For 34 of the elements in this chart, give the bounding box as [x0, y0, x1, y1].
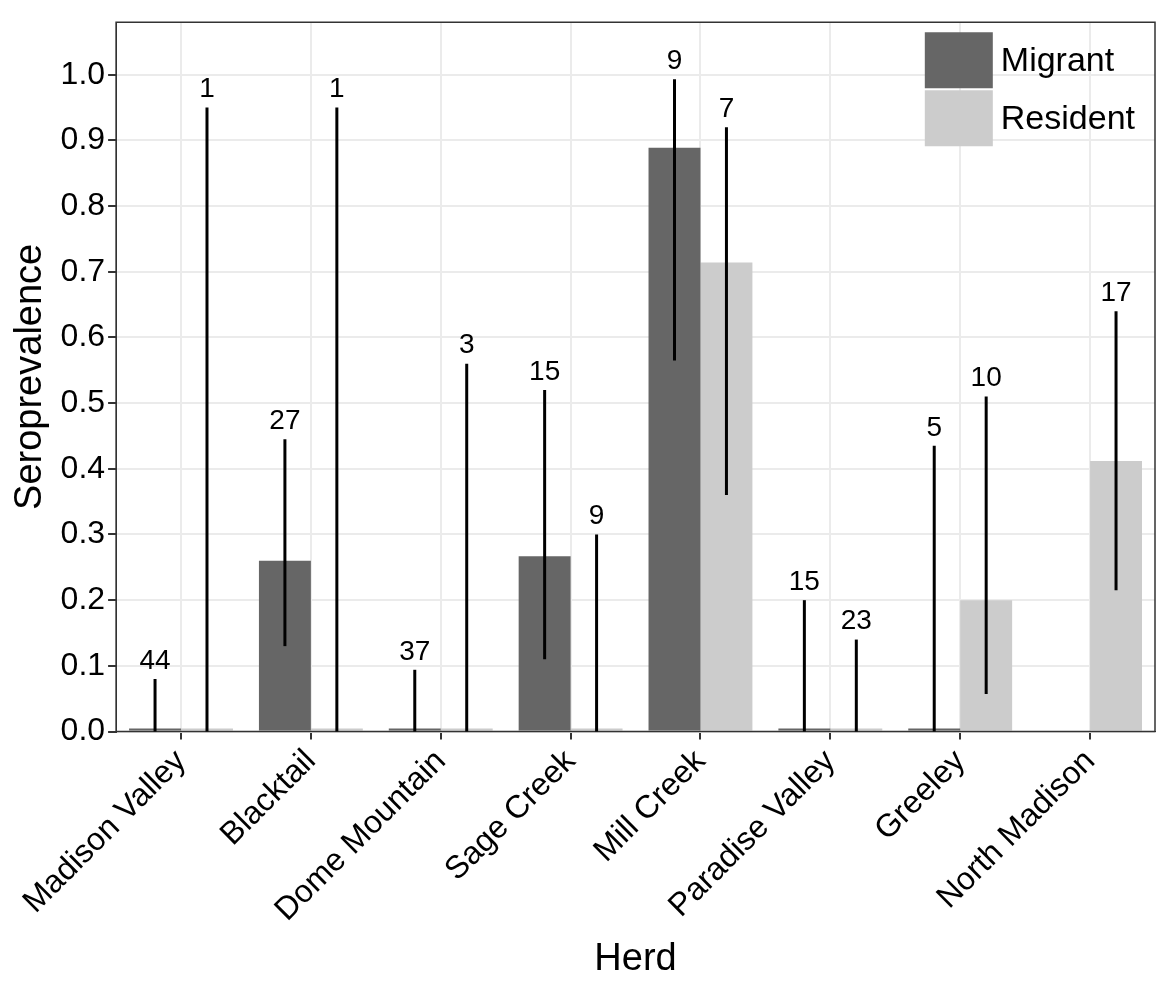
legend-label: Migrant [1000, 39, 1115, 78]
annotation: 17 [1100, 275, 1132, 307]
annotation: 5 [926, 410, 943, 442]
y-tick-label: 0.6 [60, 317, 106, 354]
legend-label: Resident [1000, 97, 1136, 136]
y-tick-label: 0.4 [60, 448, 106, 485]
annotation: 44 [139, 643, 171, 675]
y-tick-label: 0.8 [60, 185, 106, 222]
annotation: 37 [399, 634, 431, 666]
annotation: 1 [199, 72, 215, 104]
annotation: 23 [840, 604, 872, 636]
bar [648, 147, 701, 731]
x-axis-title: Herd [594, 935, 677, 978]
annotation: 15 [529, 354, 561, 386]
annotation: 9 [588, 499, 605, 531]
y-tick-label: 0.0 [60, 711, 106, 748]
y-tick-label: 0.7 [60, 251, 106, 288]
bar [700, 262, 753, 731]
y-tick-label: 0.2 [60, 579, 106, 616]
bar [258, 560, 311, 731]
annotation: 10 [970, 361, 1002, 393]
y-tick-label: 0.1 [60, 645, 106, 682]
annotation: 1 [329, 72, 345, 104]
annotation: 27 [269, 403, 301, 435]
annotation: 9 [666, 44, 683, 76]
y-tick-label: 0.3 [60, 514, 106, 551]
y-axis-title: Seroprevalence [7, 243, 50, 510]
annotation: 7 [718, 92, 735, 123]
annotation: 3 [458, 328, 475, 360]
y-tick-label: 1.0 [60, 54, 106, 91]
annotation: 15 [788, 564, 820, 596]
bar [1090, 460, 1143, 731]
y-tick-label: 0.5 [60, 382, 106, 419]
y-tick-label: 0.9 [60, 120, 106, 157]
